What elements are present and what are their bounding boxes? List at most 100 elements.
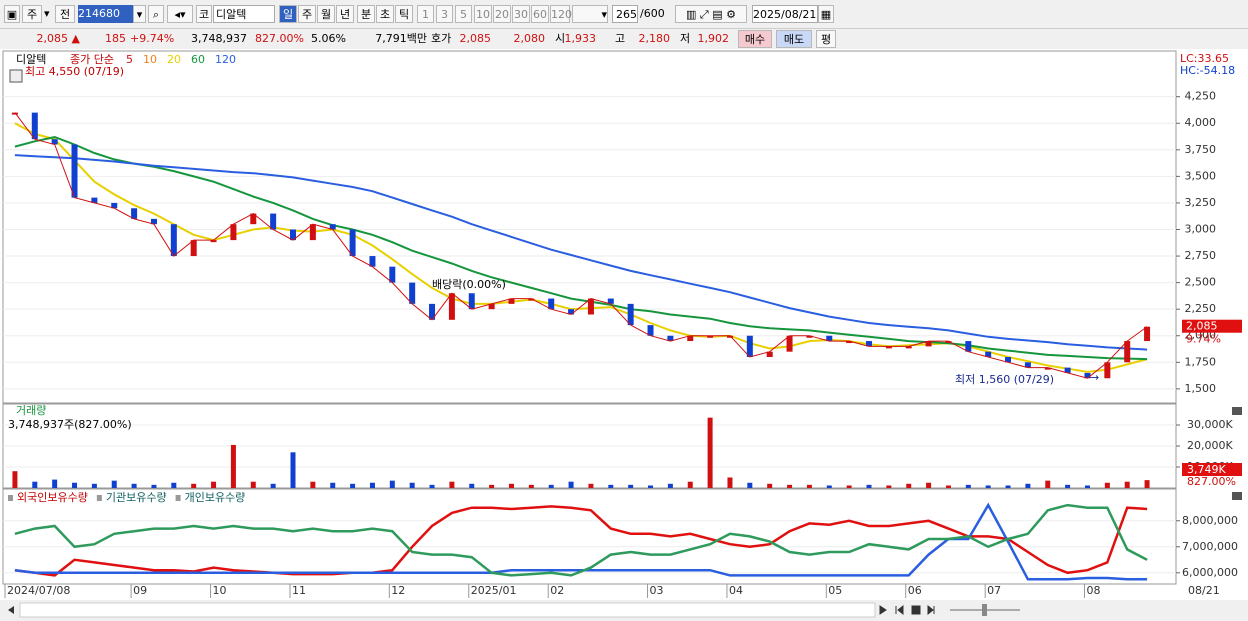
candle [429,303,436,320]
quote-label: 저 [680,32,691,45]
candle [866,341,872,347]
candle [11,112,18,115]
candle [707,335,714,338]
scroll-left[interactable] [8,606,14,614]
x-tick-label: 06 [908,584,922,597]
prev-select[interactable]: 전 [55,5,75,23]
candle [1084,372,1091,379]
y-tick-label: 2,750 [1185,249,1217,262]
date-input[interactable]: 2025/08/21 [752,5,818,23]
candle [1024,362,1031,368]
buy-button[interactable]: 매수 [738,30,772,48]
volume-bar [369,482,375,488]
volume-bar [1005,485,1011,488]
search-button[interactable]: ⌕ [148,5,164,23]
candle [1044,367,1051,370]
quote-high: 2,180 [638,32,671,45]
tool-icons[interactable]: ▥ ⤢ ▤ ⚙ [675,5,747,23]
candle [210,240,217,243]
candle [170,224,177,257]
menu-icon[interactable]: ▣ [4,5,20,23]
count-input[interactable]: 265 [612,5,638,23]
period-select[interactable]: 주 [22,5,42,23]
candle [1124,341,1131,363]
candle [1104,362,1111,379]
sound-button[interactable]: ◂▾ [167,5,193,23]
x-tick-label: 08 [1086,584,1100,597]
name-input[interactable]: 디알텍 [213,5,275,23]
unit-button[interactable]: 초 [376,5,394,23]
volume-bar [469,483,475,488]
candle [627,303,634,326]
number-button[interactable]: 3 [436,5,453,23]
dropdown-arrow[interactable]: ▾ [44,7,50,20]
last-price-box [1182,319,1242,333]
number-button[interactable]: 120 [550,5,572,23]
y-tick-label: 7,000,000 [1182,540,1238,553]
volume-bar [72,482,78,488]
unit-button[interactable]: 주 [298,5,316,23]
volume-bar [1045,480,1051,488]
candle [51,139,58,145]
candle [528,298,535,301]
legend-name: 디알텍 [16,52,46,66]
unit-button[interactable]: 분 [357,5,375,23]
number-button[interactable]: 5 [455,5,472,23]
code-dropdown[interactable]: ▾ [133,5,146,23]
sell-button[interactable]: 매도 [776,30,812,48]
volume-bar [528,484,534,488]
volume-bar [211,481,217,488]
panel-close[interactable] [1232,407,1242,415]
x-tick-label: 2025/01 [471,584,517,597]
x-tick-label: 05 [828,584,842,597]
y-tick-label: 30,000K [1187,418,1233,431]
code-input[interactable]: 214680 [78,5,133,23]
avg-button[interactable]: 평 [816,30,836,48]
number-button[interactable]: 1 [417,5,434,23]
volume-bar [290,452,296,488]
unit-button[interactable]: 일 [279,5,297,23]
quote-label: 호가 [431,32,452,45]
zoom-thumb[interactable] [982,604,987,616]
quote-open: 1,933 [564,32,597,45]
candle [409,282,416,304]
volume-bar [568,481,574,488]
candle [965,341,972,352]
unit-button[interactable]: 틱 [395,5,413,23]
scroll-buttons[interactable] [879,604,935,616]
candle [448,293,455,320]
y-tick-label: 3,500 [1185,169,1217,182]
annotation-high: 최고 4,550 (07/19) [25,65,124,78]
volume-bar [1104,482,1110,488]
low-arrow: → [1090,371,1099,384]
legend-item: 외국인보유수량 [17,491,88,504]
number-button[interactable]: 60 [531,5,549,23]
candle [905,346,912,349]
number-dropdown[interactable]: ▾ [572,5,608,23]
panel-close[interactable] [1232,492,1242,500]
candle [766,351,773,357]
number-button[interactable]: 30 [512,5,530,23]
x-tick-label: 2024/07/08 [7,584,70,597]
volume-bar [191,483,197,488]
volume-bar [747,482,753,488]
volume-bar [508,483,514,488]
quote-price: 2,085 ▲ [36,32,80,45]
volume-subtitle: 3,748,937주(827.00%) [8,418,132,431]
unit-button[interactable]: 년 [336,5,354,23]
unit-button[interactable]: 월 [317,5,335,23]
lock-icon [9,69,23,83]
calendar-button[interactable]: ▦ [818,5,834,23]
scroll-track[interactable] [19,602,876,618]
holding-line [14,503,1148,577]
volume-title: 거래량 [16,404,46,417]
candle [568,309,575,315]
legend-item: 20 [167,53,181,66]
volume-bar [52,479,58,488]
quote-low: 1,902 [697,32,730,45]
candle [985,351,992,357]
last-volume: 3,749K [1187,463,1226,476]
number-button[interactable]: 10 [474,5,492,23]
number-button[interactable]: 20 [493,5,511,23]
